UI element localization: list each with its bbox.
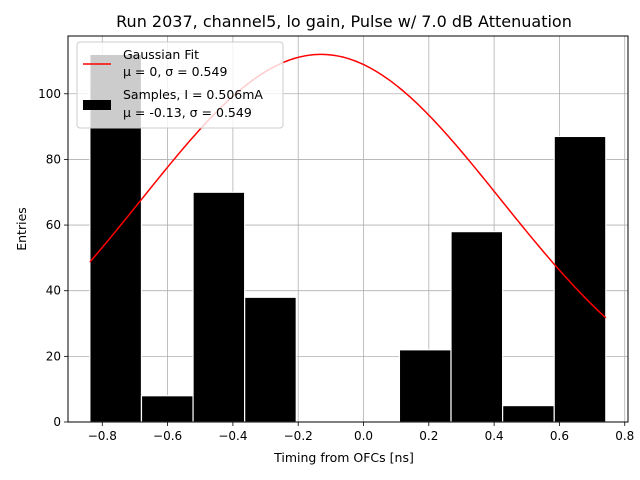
legend-box bbox=[76, 41, 284, 129]
histogram-bar bbox=[244, 296, 297, 423]
x-tick-label: −0.6 bbox=[153, 429, 182, 443]
y-axis-label: Entries bbox=[14, 207, 29, 251]
legend-samples-label: Samples, I = 0.506mA bbox=[123, 87, 263, 102]
histogram-bars bbox=[89, 53, 607, 423]
axis-ticks: −0.8 −0.6 −0.4 −0.2 0.0 0.2 0.4 0.6 0.8 0 20 40 60 80… bbox=[38, 87, 634, 443]
x-tick-label: −0.2 bbox=[284, 429, 313, 443]
plot-frame bbox=[67, 35, 629, 423]
y-tick-label: 100 bbox=[38, 87, 61, 101]
y-tick-label: 20 bbox=[46, 349, 61, 363]
histogram-bar bbox=[502, 404, 555, 423]
chart-title: Run 2037, channel5, lo gain, Pulse w/ 7.… bbox=[116, 12, 572, 31]
x-tick-label: 0.0 bbox=[354, 429, 373, 443]
legend-fit-label: Gaussian Fit bbox=[123, 47, 199, 62]
histogram-bar bbox=[140, 395, 194, 423]
x-tick-label: −0.4 bbox=[218, 429, 247, 443]
histogram-bar bbox=[553, 135, 607, 423]
x-tick-label: 0.8 bbox=[615, 429, 634, 443]
x-tick-label: 0.6 bbox=[550, 429, 569, 443]
x-tick-label: −0.8 bbox=[88, 429, 117, 443]
gaussian-fit-curve bbox=[89, 53, 607, 319]
legend: Gaussian Fit μ = 0, σ = 0.549 Samples, I… bbox=[76, 41, 284, 129]
x-tick-label: 0.2 bbox=[419, 429, 438, 443]
grid bbox=[68, 36, 628, 423]
y-tick-label: 40 bbox=[46, 284, 61, 298]
y-tick-label: 0 bbox=[53, 415, 61, 429]
fit-curve-layer bbox=[89, 53, 607, 319]
y-tick-label: 80 bbox=[46, 152, 61, 166]
histogram-bar bbox=[398, 349, 452, 423]
histogram-bar bbox=[450, 231, 504, 423]
legend-samples-swatch bbox=[83, 100, 111, 110]
y-tick-label: 60 bbox=[46, 218, 61, 232]
x-axis-label: Timing from OFCs [ns] bbox=[273, 450, 414, 465]
histogram-bar bbox=[192, 191, 246, 423]
legend-fit-stats: μ = 0, σ = 0.549 bbox=[123, 64, 227, 79]
x-tick-label: 0.4 bbox=[485, 429, 504, 443]
legend-samples-stats: μ = -0.13, σ = 0.549 bbox=[123, 105, 252, 120]
